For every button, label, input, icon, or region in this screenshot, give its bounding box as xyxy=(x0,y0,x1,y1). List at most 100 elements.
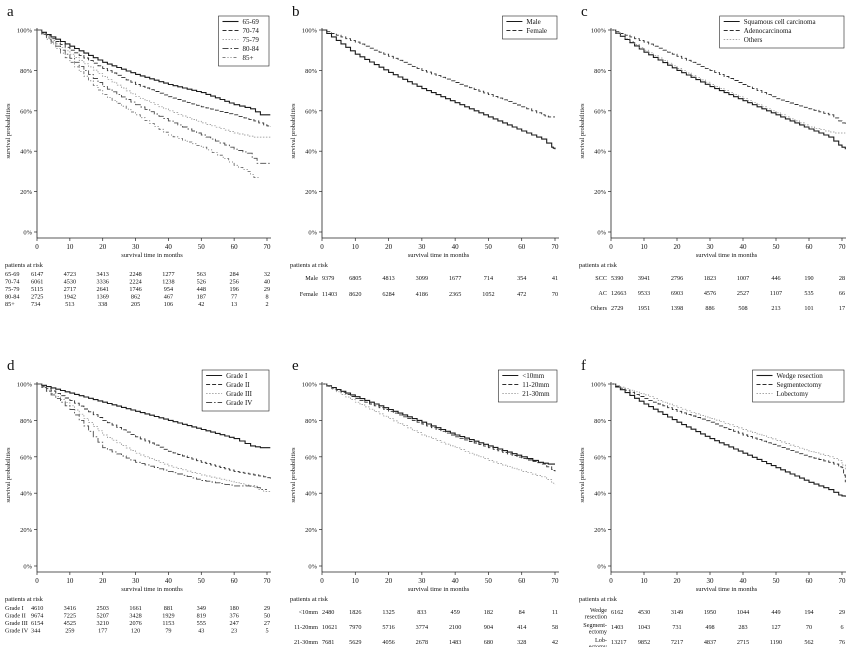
risk-count: 349 xyxy=(197,605,206,612)
risk-count: 5 xyxy=(265,628,268,635)
risk-count: 4056 xyxy=(382,639,394,646)
risk-count: 29 xyxy=(839,609,845,616)
x-tick-label: 40 xyxy=(740,577,748,585)
risk-count: 680 xyxy=(484,639,493,646)
x-tick-label: 40 xyxy=(740,243,748,251)
risk-count: 467 xyxy=(164,294,173,301)
legend-entry: Grade II xyxy=(226,381,250,389)
y-axis-label: survival probabilities xyxy=(290,447,297,503)
risk-count: 4525 xyxy=(64,620,76,627)
survival-curve-3 xyxy=(322,383,556,485)
x-tick-label: 20 xyxy=(99,577,107,585)
risk-count: 43 xyxy=(198,628,204,635)
risk-row-label: Lob- xyxy=(595,637,607,644)
risk-count: 555 xyxy=(197,620,206,627)
x-tick-label: 10 xyxy=(66,577,74,585)
risk-row: 80-84 2725 1942 1369 862 467 187 77 8 xyxy=(5,294,269,301)
survival-curve-1 xyxy=(611,29,846,150)
y-tick-label: 100% xyxy=(302,28,318,35)
y-tick-label: 20% xyxy=(305,527,318,534)
risk-count: 29 xyxy=(264,286,270,293)
legend-box xyxy=(218,15,270,67)
risk-count: 194 xyxy=(804,609,813,616)
x-tick-label: 50 xyxy=(198,577,206,585)
y-tick-label: 100% xyxy=(17,382,33,389)
risk-table: patients at risk 65-69 6147 4723 3413 2248 127… xyxy=(5,262,270,308)
y-tick-label: 0% xyxy=(308,564,317,571)
risk-count: 76 xyxy=(839,639,845,646)
risk-row-label: 11-20mm xyxy=(294,624,318,631)
risk-count: 1107 xyxy=(770,290,782,297)
risk-count: 4576 xyxy=(704,290,716,297)
risk-count: 1153 xyxy=(162,620,174,627)
risk-count: 3416 xyxy=(64,605,76,612)
risk-count: 6805 xyxy=(349,275,361,282)
y-axis-label: survival probabilities xyxy=(5,447,12,503)
risk-count: 27 xyxy=(264,620,270,627)
y-tick-label: 40% xyxy=(305,491,318,498)
risk-count: 414 xyxy=(517,624,526,631)
survival-curve-1 xyxy=(322,29,556,150)
x-tick-label: 10 xyxy=(352,577,360,585)
risk-count: 833 xyxy=(417,609,426,616)
y-tick-label: 100% xyxy=(591,28,607,35)
x-axis-label: survival time in months xyxy=(696,252,758,259)
risk-count: 3099 xyxy=(416,275,428,282)
panel-a: a 0% 20% 40% 60% 80% 100% 0 10 20 30 40 50 60 70 surviv… xyxy=(5,4,271,308)
risk-row-label: 21-30mm xyxy=(294,639,318,646)
risk-count: 472 xyxy=(517,291,526,298)
risk-count: 954 xyxy=(164,286,173,293)
risk-count: 3428 xyxy=(129,613,141,620)
risk-count: 182 xyxy=(484,609,493,616)
risk-row-label: Male xyxy=(305,275,318,282)
panel-c: c 0% 20% 40% 60% 80% 100% 0 10 20 30 40 50 60 70 surviv… xyxy=(579,4,846,312)
risk-row-label: 85+ xyxy=(5,301,15,308)
x-tick-label: 70 xyxy=(264,243,272,251)
risk-row-label: 65-69 xyxy=(5,271,19,278)
risk-count: 1403 xyxy=(611,624,623,631)
risk-count: 177 xyxy=(98,628,107,635)
risk-count: 9852 xyxy=(638,639,650,646)
x-axis-label: survival time in months xyxy=(408,252,470,259)
risk-count: 1325 xyxy=(382,609,394,616)
risk-count: 13217 xyxy=(611,639,626,646)
risk-row-label: <10mm xyxy=(299,609,318,616)
y-tick-label: 20% xyxy=(594,527,607,534)
x-tick-label: 0 xyxy=(320,577,324,585)
x-tick-label: 0 xyxy=(609,243,613,251)
legend-entry: Others xyxy=(744,36,763,44)
x-tick-label: 50 xyxy=(198,243,206,251)
risk-count: 79 xyxy=(165,628,171,635)
risk-row: AC 12663 9533 6903 4576 2527 1107 535 66 xyxy=(598,290,845,297)
risk-row-label: AC xyxy=(598,290,607,297)
x-axis-label: survival time in months xyxy=(696,586,758,593)
risk-table: patients at risk Male 9379 6805 4813 3099 1677… xyxy=(290,262,558,298)
risk-count: 2076 xyxy=(129,620,141,627)
risk-count: 535 xyxy=(804,290,813,297)
risk-count: 376 xyxy=(230,613,239,620)
panel-e: e 0% 20% 40% 60% 80% 100% 0 10 20 30 40 50 60 70 surviv… xyxy=(290,358,559,646)
risk-count: 190 xyxy=(804,275,813,282)
risk-count: 259 xyxy=(65,628,74,635)
panel-f: f 0% 20% 40% 60% 80% 100% 0 10 20 30 40 50 60 70 surviv… xyxy=(579,358,846,647)
survival-curve-4 xyxy=(37,29,271,164)
risk-count: 3774 xyxy=(416,624,428,631)
risk-row: 85+ 734 513 338 205 106 42 13 2 xyxy=(5,301,269,308)
risk-count: 70 xyxy=(806,624,812,631)
y-tick-label: 80% xyxy=(305,418,318,425)
risk-count: 731 xyxy=(672,624,681,631)
x-tick-label: 20 xyxy=(385,577,393,585)
risk-count: 213 xyxy=(771,305,780,312)
x-tick-label: 0 xyxy=(320,243,324,251)
risk-count: 344 xyxy=(31,628,40,635)
risk-table: patients at risk Grade I 4610 3416 2503 1661 8… xyxy=(5,596,270,635)
y-tick-label: 80% xyxy=(20,68,33,75)
y-tick-label: 40% xyxy=(594,491,607,498)
y-axis-label: survival probabilities xyxy=(5,103,12,159)
risk-row-label: Grade II xyxy=(5,613,26,620)
risk-count: 1951 xyxy=(638,305,650,312)
